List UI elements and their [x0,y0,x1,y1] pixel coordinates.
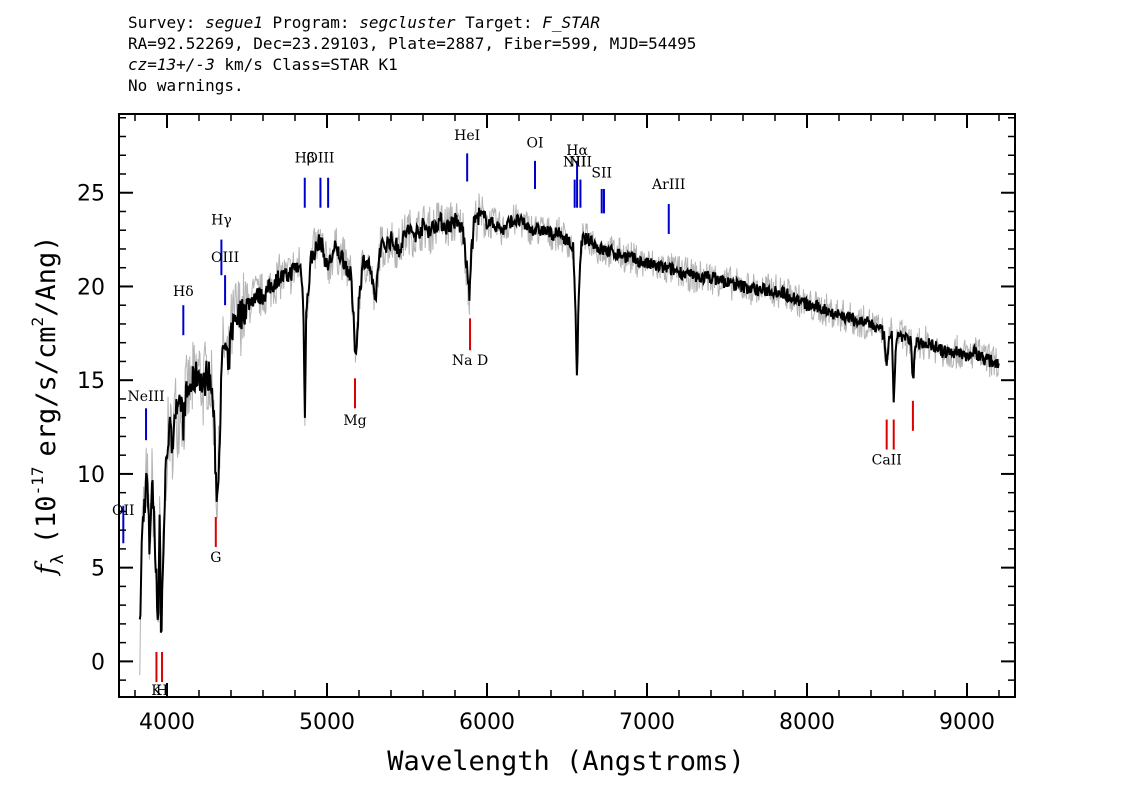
y-label-exponent-2: 2 [28,317,47,327]
program-name: segcluster [359,13,456,32]
header-line-coordinates: RA=92.52269, Dec=23.29103, Plate=2887, F… [128,34,697,53]
y-label-units: erg/s/cm [31,326,62,456]
emission-line-label: NII [563,154,586,170]
emission-line-label: NeIII [127,389,164,405]
survey-name: segue1 [205,13,263,32]
absorption-line-label: G [210,550,221,566]
y-tick-label: 5 [91,557,105,582]
emission-line-label: OIII [306,151,334,167]
emission-line-label: NII [569,154,592,170]
target-prefix: Target: [455,13,543,32]
emission-line-label: HeI [454,128,480,144]
absorption-line-label: H [156,683,168,699]
y-label-exponent: -17 [28,467,47,496]
emission-line-label: SII [591,166,612,182]
survey-prefix: Survey: [128,13,206,32]
y-tick-label: 25 [77,182,105,207]
emission-line-label: OIII [211,250,239,266]
absorption-line-label: Na D [452,353,488,369]
x-tick-label: 8000 [779,710,835,735]
emission-line-label: Hβ [295,151,315,167]
emission-line-label: OI [526,136,543,152]
x-tick-label: 6000 [459,710,515,735]
x-axis-label: Wavelength (Angstroms) [387,746,745,777]
absorption-line-label: Mg [343,413,366,429]
spectrum-header: Survey: segue1 Program: segcluster Targe… [128,12,696,96]
header-line-redshift: cz=13+/-3 km/s Class=STAR K1 [128,54,696,75]
y-tick-label: 15 [77,369,105,394]
axes-layer: 4000 5000 6000 7000 8000 9000 0 5 10 15 20 25 [77,114,1015,735]
y-label-tail: /Ang) [31,236,62,317]
emission-line-label: Hα [566,143,588,159]
absorption-line-label: CaII [872,453,902,469]
y-tick-label: 10 [77,463,105,488]
x-tick-label: 5000 [299,710,355,735]
y-tick-label: 0 [91,650,105,675]
emission-line-label: ArIII [651,177,685,193]
program-prefix: Program: [262,13,360,32]
emission-line-label: Hδ [173,284,194,300]
plot-frame [118,113,1016,698]
series-layer [138,193,1000,676]
target-name: F_STAR [542,13,601,32]
x-tick-label: 7000 [619,710,675,735]
x-tick-label: 9000 [939,710,995,735]
header-line-warnings: No warnings. [128,76,244,95]
absorption-line-label: K [151,683,162,699]
y-label-subscript: λ [48,554,68,564]
error-series [139,193,1000,676]
flux-series [138,207,1000,633]
emission-line-label: Hγ [211,213,232,229]
class-text: km/s Class=STAR K1 [214,55,398,74]
redshift-value: cz=13+/-3 [128,55,215,74]
y-tick-label: 20 [77,275,105,300]
header-line-survey: Survey: segue1 Program: segcluster Targe… [128,12,696,33]
x-tick-label: 4000 [139,710,195,735]
y-label-scale: (10 [31,495,62,544]
y-axis-label: fλ(10-17erg/s/cm2/Ang) [28,236,68,577]
